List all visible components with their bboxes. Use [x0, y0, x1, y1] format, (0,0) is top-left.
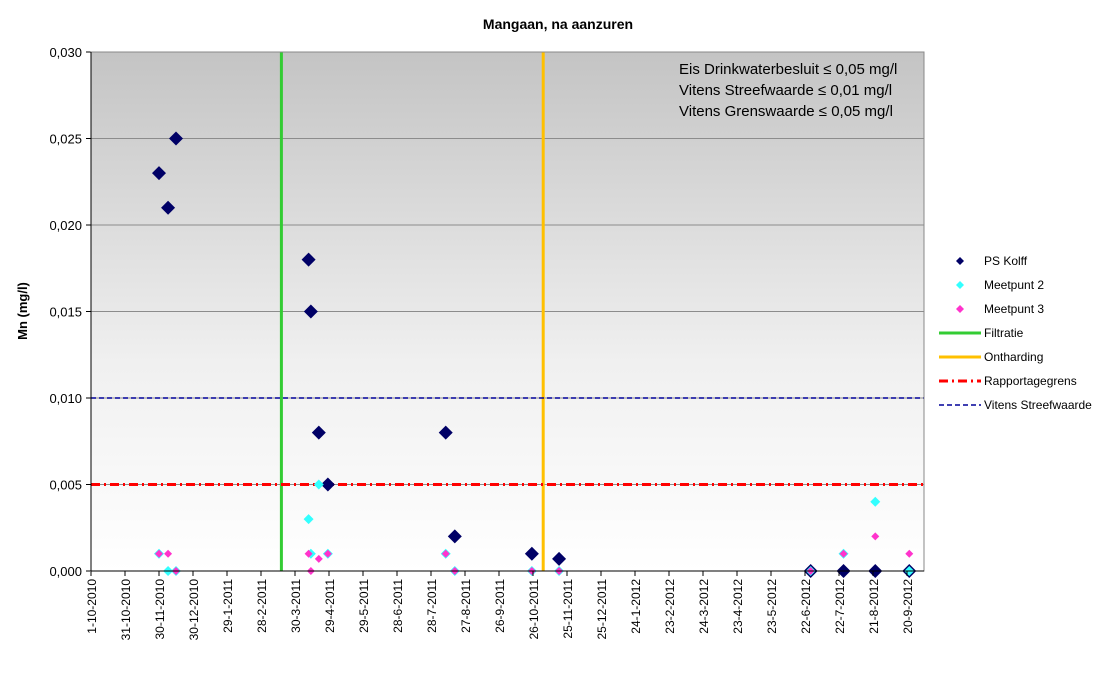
- x-tick-label: 26-10-2011: [527, 579, 541, 640]
- chart-title: Mangaan, na aanzuren: [483, 16, 633, 32]
- x-tick-label: 31-10-2010: [119, 579, 133, 641]
- meetpunt-3-point: [164, 549, 173, 558]
- x-tick-label: 21-8-2012: [867, 579, 881, 634]
- x-tick-label: 23-5-2012: [765, 579, 779, 634]
- x-tick-label: 29-5-2011: [357, 579, 371, 633]
- ps-kolff-point: [303, 304, 318, 319]
- y-tick-label: 0,010: [49, 391, 82, 406]
- x-tick-label: 23-4-2012: [731, 579, 745, 634]
- legend-marker: [956, 257, 964, 265]
- legend-label: Meetpunt 2: [984, 278, 1044, 292]
- x-tick-label: 28-7-2011: [425, 579, 439, 633]
- reference-lines: [91, 52, 924, 571]
- legend: PS Kolff Meetpunt 2 Meetpunt 3 Filtratie Ont…: [939, 254, 1092, 412]
- meetpunt-3-point: [314, 554, 323, 563]
- x-tick-label: 27-8-2011: [459, 579, 473, 633]
- annotation-line: Vitens Grenswaarde ≤ 0,05 mg/l: [679, 103, 893, 120]
- meetpunt-3-point: [839, 549, 848, 558]
- x-tick-label: 29-1-2011: [221, 579, 235, 633]
- meetpunt-3-point: [871, 532, 880, 541]
- x-tick-label: 30-3-2011: [289, 579, 303, 633]
- annotation-box: Eis Drinkwaterbesluit ≤ 0,05 mg/l Vitens …: [679, 61, 897, 120]
- x-tick-label: 20-9-2012: [901, 579, 915, 634]
- x-tick-label: 30-12-2010: [187, 579, 201, 641]
- axes: 0,000 0,005 0,010 0,015 0,020 0,025 0,030 1-10-…: [49, 45, 925, 641]
- y-tick-label: 0,005: [49, 478, 82, 493]
- meetpunt-3-point: [304, 549, 313, 558]
- legend-marker: [956, 281, 964, 289]
- x-tick-label: 22-6-2012: [799, 579, 813, 634]
- ps-kolff-point: [161, 200, 176, 215]
- y-tick-label: 0,000: [49, 564, 82, 579]
- meetpunt-3-point: [905, 549, 914, 558]
- legend-label: PS Kolff: [984, 254, 1028, 268]
- legend-marker: [956, 305, 964, 313]
- legend-label: Meetpunt 3: [984, 302, 1044, 316]
- meetpunt-2-point: [303, 514, 314, 525]
- legend-label: Vitens Streefwaarde: [984, 398, 1092, 412]
- ps-kolff-point: [524, 546, 539, 561]
- legend-label: Ontharding: [984, 350, 1043, 364]
- y-tick-label: 0,025: [49, 132, 82, 147]
- annotation-line: Eis Drinkwaterbesluit ≤ 0,05 mg/l: [679, 61, 897, 78]
- meetpunt-3-point: [323, 549, 332, 558]
- ps-kolff-point: [447, 529, 462, 544]
- x-tick-label: 22-7-2012: [833, 579, 847, 634]
- ps-kolff-point: [552, 551, 567, 566]
- ps-kolff-point: [320, 477, 335, 492]
- y-tick-label: 0,015: [49, 305, 82, 320]
- meetpunt-2-point: [313, 479, 324, 490]
- x-tick-label: 28-2-2011: [255, 579, 269, 633]
- y-axis-label: Mn (mg/l): [15, 282, 30, 340]
- y-tick-label: 0,030: [49, 45, 82, 60]
- ps-kolff-point: [169, 131, 183, 146]
- x-tick-label: 26-9-2011: [493, 579, 507, 633]
- x-tick-label: 29-4-2011: [323, 579, 337, 633]
- legend-label: Rapportagegrens: [984, 374, 1077, 388]
- x-tick-label: 23-2-2012: [663, 579, 677, 634]
- x-tick-label: 25-12-2011: [595, 579, 609, 640]
- y-tick-label: 0,020: [49, 218, 82, 233]
- x-tick-label: 24-1-2012: [629, 579, 643, 634]
- meetpunt-3-point: [441, 549, 450, 558]
- meetpunt-2-point: [870, 496, 881, 507]
- ps-kolff-point: [438, 425, 453, 440]
- ps-kolff-point: [311, 425, 326, 440]
- meetpunt-3-point: [155, 549, 163, 558]
- x-tick-label: 28-6-2011: [391, 579, 405, 633]
- x-tick-label: 30-11-2010: [153, 579, 167, 640]
- legend-label: Filtratie: [984, 326, 1024, 340]
- annotation-line: Vitens Streefwaarde ≤ 0,01 mg/l: [679, 82, 892, 99]
- x-tick-label: 1-10-2010: [85, 579, 99, 634]
- x-tick-label: 25-11-2011: [561, 579, 575, 639]
- ps-kolff-point: [152, 166, 166, 181]
- x-tick-label: 24-3-2012: [697, 579, 711, 634]
- ps-kolff-point: [301, 252, 316, 267]
